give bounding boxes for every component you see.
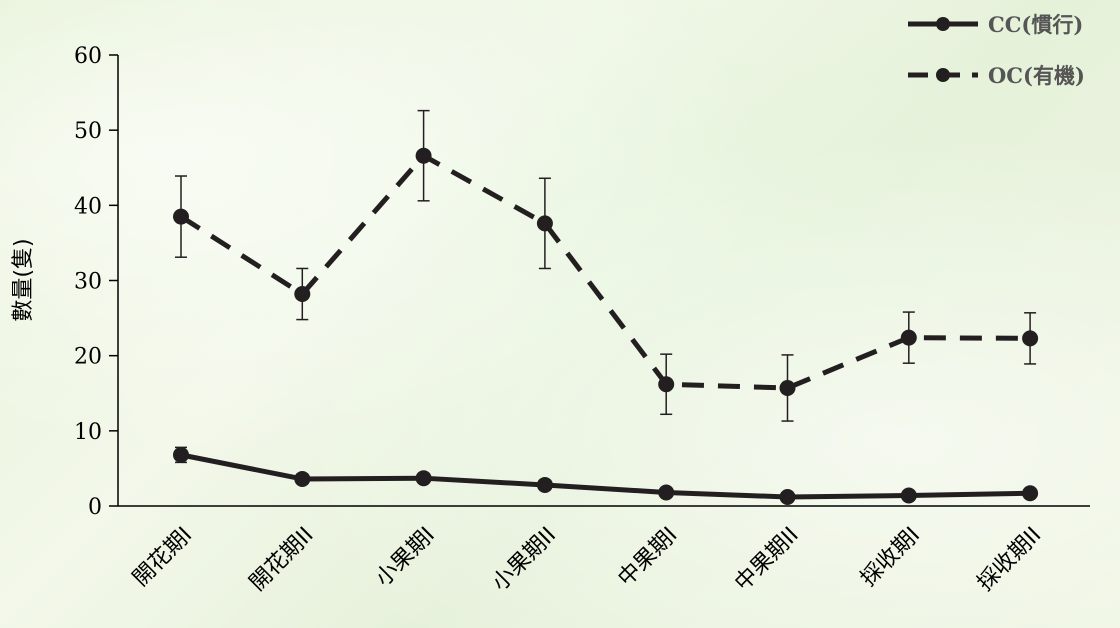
y-tick-label: 60 bbox=[74, 44, 102, 69]
x-tick-label: 小果期II bbox=[488, 523, 562, 597]
x-tick-label: 中果期II bbox=[730, 523, 804, 597]
y-axis-ticks: 0 10 20 30 40 50 60 bbox=[74, 44, 118, 520]
data-point-oc bbox=[779, 379, 796, 396]
data-point-cc bbox=[779, 488, 796, 505]
y-tick-label: 20 bbox=[74, 345, 102, 370]
data-point-oc bbox=[173, 208, 189, 225]
x-tick-label: 開花期I bbox=[128, 523, 197, 592]
data-point-cc bbox=[658, 484, 675, 501]
series-oc bbox=[173, 109, 1039, 422]
axes bbox=[117, 55, 1090, 507]
y-tick-label: 40 bbox=[74, 194, 102, 219]
legend-item-cc: CC(慣行) bbox=[908, 12, 1083, 37]
data-point-oc bbox=[900, 329, 917, 346]
data-point-cc bbox=[536, 476, 553, 493]
data-point-cc bbox=[1022, 485, 1039, 502]
x-tick-label: 採收期I bbox=[856, 523, 925, 592]
data-point-oc bbox=[294, 286, 311, 303]
series-line-cc bbox=[180, 452, 1031, 500]
data-point-oc bbox=[1022, 330, 1039, 347]
legend-marker-oc bbox=[936, 68, 950, 82]
series-line-oc bbox=[179, 153, 1031, 391]
legend-marker-cc bbox=[936, 17, 950, 31]
y-tick-label: 10 bbox=[74, 420, 102, 445]
x-tick-label: 小果期I bbox=[371, 523, 440, 592]
series-cc bbox=[173, 446, 1039, 505]
x-tick-label: 中果期I bbox=[613, 523, 682, 592]
data-point-oc bbox=[415, 147, 432, 164]
data-point-cc bbox=[415, 470, 432, 487]
legend: CC(慣行) OC(有機) bbox=[908, 12, 1085, 88]
data-point-cc bbox=[173, 446, 189, 463]
data-point-oc bbox=[658, 376, 675, 393]
legend-label-cc: CC(慣行) bbox=[988, 12, 1083, 37]
legend-label-oc: OC(有機) bbox=[988, 63, 1085, 88]
x-tick-label: 採收期II bbox=[973, 523, 1047, 597]
x-tick-label: 開花期II bbox=[245, 523, 319, 597]
y-tick-label: 30 bbox=[74, 270, 102, 295]
y-tick-label: 50 bbox=[74, 119, 102, 144]
data-point-cc bbox=[900, 487, 917, 504]
series-layer bbox=[173, 109, 1039, 505]
x-axis-ticks: 開花期I 開花期II 小果期I 小果期II 中果期I 中果期II 採收期I 採收期II bbox=[128, 523, 1046, 597]
y-axis-title: 數量(隻) bbox=[11, 238, 36, 321]
data-point-oc bbox=[536, 215, 553, 232]
y-tick-label: 0 bbox=[88, 495, 102, 520]
legend-item-oc: OC(有機) bbox=[908, 63, 1085, 88]
data-point-cc bbox=[294, 470, 311, 487]
